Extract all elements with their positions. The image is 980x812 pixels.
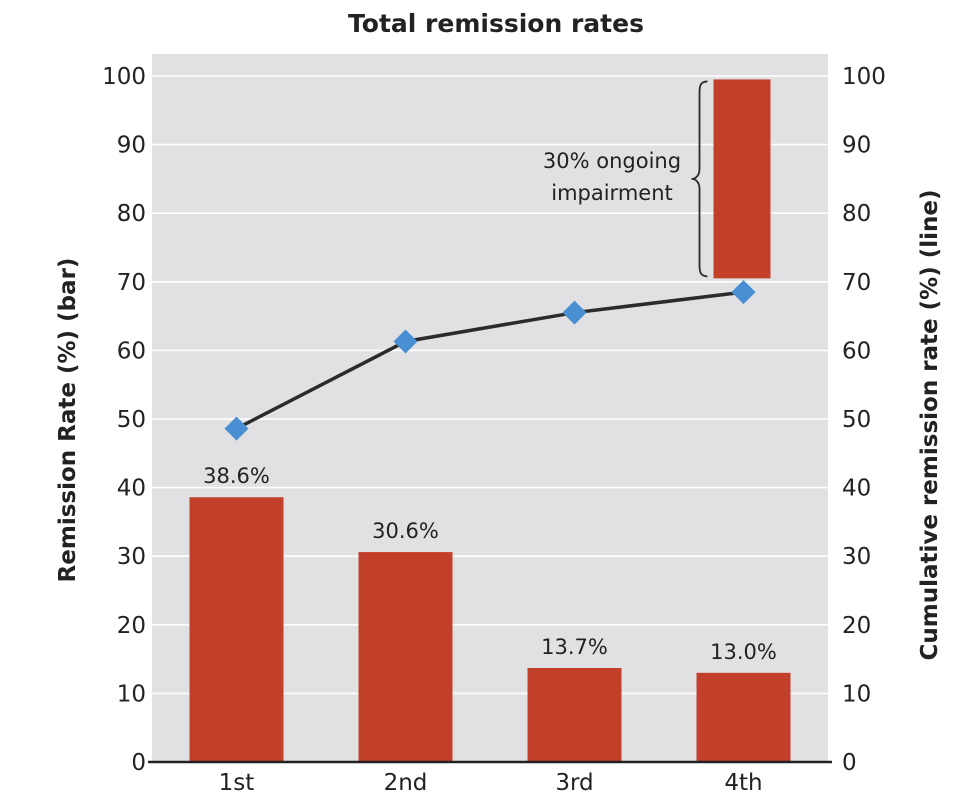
bar-data-labels: 38.6% 30.6% 13.7% 13.0% xyxy=(203,464,777,664)
y-tick-label: 10 xyxy=(117,681,146,707)
bar-value-label: 30.6% xyxy=(372,519,439,543)
y2-tick-label: 90 xyxy=(842,133,871,159)
annotation-text: impairment xyxy=(551,181,673,205)
y2-tick-label: 10 xyxy=(842,681,871,707)
y-tick-label: 60 xyxy=(117,338,146,364)
line-marker xyxy=(224,416,249,441)
x-tick-label: 3rd xyxy=(555,770,593,796)
y2-axis-label: Cumulative remission rate (%) (line) xyxy=(917,189,943,660)
y2-tick-label: 50 xyxy=(842,407,871,433)
y-axis-ticks: 0 10 20 30 40 50 60 70 80 90 100 xyxy=(102,64,146,776)
y2-axis-ticks: 0 10 20 30 40 50 60 70 80 90 100 xyxy=(842,64,886,776)
annotation-text: 30% ongoing xyxy=(543,149,681,173)
line-marker xyxy=(393,329,418,354)
y2-tick-label: 100 xyxy=(842,64,886,90)
bar xyxy=(527,668,622,762)
annotation: 30% ongoing impairment xyxy=(543,79,771,279)
bar xyxy=(358,552,453,762)
bar xyxy=(189,497,284,762)
y-tick-label: 20 xyxy=(117,613,146,639)
line-path xyxy=(235,290,744,431)
bars xyxy=(189,497,791,762)
bar-value-label: 13.7% xyxy=(541,635,608,659)
y-tick-label: 0 xyxy=(131,750,146,776)
y2-tick-label: 30 xyxy=(842,544,871,570)
cumulative-line xyxy=(224,280,756,441)
y-tick-label: 90 xyxy=(117,133,146,159)
y-axis-label: Remission Rate (%) (bar) xyxy=(55,258,81,583)
brace xyxy=(691,80,708,278)
y2-tick-label: 40 xyxy=(842,476,871,502)
x-axis-ticks: 1st 2nd 3rd 4th xyxy=(219,770,763,796)
y2-tick-label: 0 xyxy=(842,750,857,776)
impairment-bar xyxy=(713,79,771,279)
y2-tick-label: 20 xyxy=(842,613,871,639)
y-tick-label: 40 xyxy=(117,476,146,502)
y-tick-label: 100 xyxy=(102,64,146,90)
x-tick-label: 4th xyxy=(724,770,762,796)
y2-tick-label: 70 xyxy=(842,270,871,296)
y-tick-label: 70 xyxy=(117,270,146,296)
line-marker xyxy=(731,280,756,305)
bar xyxy=(696,672,791,762)
y-tick-label: 80 xyxy=(117,201,146,227)
y2-tick-label: 80 xyxy=(842,201,871,227)
bar-value-label: 38.6% xyxy=(203,464,270,488)
line-marker xyxy=(562,300,587,325)
bar-value-label: 13.0% xyxy=(710,640,777,664)
x-tick-label: 2nd xyxy=(384,770,428,796)
y-tick-label: 50 xyxy=(117,407,146,433)
x-tick-label: 1st xyxy=(219,770,255,796)
y2-tick-label: 60 xyxy=(842,338,871,364)
y-tick-label: 30 xyxy=(117,544,146,570)
chart-title: Total remission rates xyxy=(348,9,644,38)
